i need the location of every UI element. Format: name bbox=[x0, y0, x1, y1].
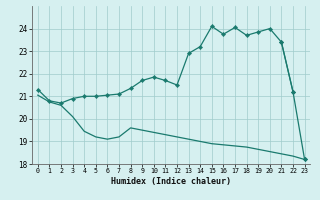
X-axis label: Humidex (Indice chaleur): Humidex (Indice chaleur) bbox=[111, 177, 231, 186]
